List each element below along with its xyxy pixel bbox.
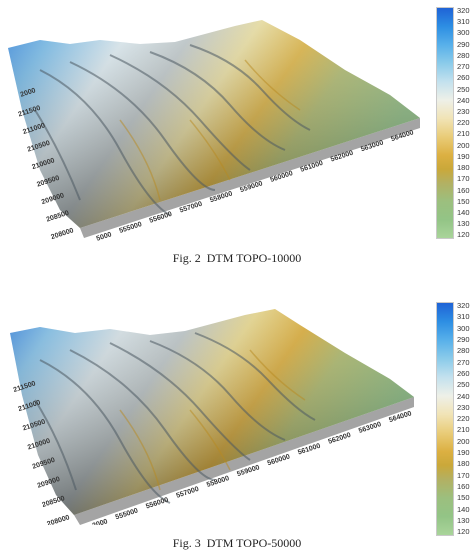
terrain-ridges [34,44,311,216]
colorbar: 320 310 300 290 280 270 260 250 240 230 220 210 200 1… [436,302,474,536]
colorbar-gradient [436,302,454,536]
colorbar: 320 310 300 290 280 270 260 250 240 230 220 210 200 1… [436,7,474,239]
colorbar-tick-label: 260 [457,73,470,83]
terrain-shading [10,309,414,515]
y-tick-label: 208000 [50,227,74,241]
x-tick-label: 5000 [96,231,113,243]
y-tick-label: 2000 [20,87,37,99]
colorbar-tick-label: 250 [457,380,470,390]
terrain-base [74,397,414,525]
y-tick-label: 208500 [41,495,65,509]
terrain-shading [8,20,420,228]
colorbar-gradient [436,7,454,239]
terrain-3d-plot: 5000555000556000557000558000559000560000… [8,20,420,243]
colorbar-tick-label: 120 [457,230,470,240]
colorbar-tick-label: 120 [457,527,470,537]
colorbar-tick-label: 260 [457,368,470,378]
colorbar-tick-label: 190 [457,151,470,161]
colorbar-tick-label: 200 [457,140,470,150]
figure-3: 2000 555000 556000 557000 558000 559000 560000… [0,275,474,550]
colorbar-tick-label: 160 [457,185,470,195]
figure-2: 5000 555000 556000 557000 558000 559000 560000… [8,7,474,265]
colorbar-tick-label: 280 [457,50,470,60]
colorbar-tick-label: 230 [457,106,470,116]
colorbar-tick-label: 320 [457,6,470,15]
terrain-ridges [34,332,316,504]
colorbar-labels: 320 310 300 290 280 270 260 250 240 230 220 210 200 1… [457,302,470,536]
colorbar-tick-label: 240 [457,391,470,401]
colorbar-tick-label: 180 [457,163,470,173]
figure-caption: Fig. 2 DTM TOPO-10000 [172,251,302,265]
terrain-base [80,118,420,238]
terrain-3d-plot: 2000555000556000557000558000559000560000… [10,309,414,525]
colorbar-tick-label: 180 [457,459,470,469]
terrain-valleys [119,59,301,201]
colorbar-tick-label: 290 [457,334,470,344]
colorbar-tick-label: 200 [457,436,470,446]
colorbar-tick-label: 310 [457,312,470,322]
colorbar-tick-label: 300 [457,323,470,333]
colorbar-tick-label: 320 [457,301,470,310]
colorbar-tick-label: 210 [457,129,470,139]
colorbar-tick-label: 140 [457,207,470,217]
colorbar-tick-label: 160 [457,482,470,491]
colorbar-tick-label: 130 [457,515,470,525]
figure-caption: Fig. 3 DTM TOPO-50000 [172,536,302,550]
colorbar-tick-label: 280 [457,346,470,356]
colorbar-tick-label: 140 [457,504,470,514]
colorbar-tick-label: 220 [457,414,470,424]
colorbar-tick-label: 150 [457,493,470,503]
colorbar-tick-label: 300 [457,28,470,38]
terrain-valleys [119,349,306,491]
colorbar-tick-label: 220 [457,118,470,128]
colorbar-tick-label: 290 [457,39,470,49]
x-tick-label: 2000 [92,518,109,525]
colorbar-tick-label: 190 [457,448,470,458]
y-tick-label: 208500 [46,210,70,224]
y-tick-label: 208000 [46,514,70,525]
colorbar-tick-label: 150 [457,196,470,206]
colorbar-tick-label: 230 [457,402,470,412]
colorbar-tick-label: 270 [457,357,470,367]
colorbar-labels: 320 310 300 290 280 270 260 250 240 230 220 210 200 1… [457,7,470,239]
colorbar-tick-label: 170 [457,174,470,184]
colorbar-tick-label: 210 [457,425,470,435]
colorbar-tick-label: 130 [457,219,470,229]
colorbar-tick-label: 250 [457,84,470,94]
colorbar-tick-label: 170 [457,470,470,480]
colorbar-tick-label: 270 [457,62,470,72]
colorbar-tick-label: 240 [457,95,470,105]
colorbar-tick-label: 310 [457,17,470,27]
